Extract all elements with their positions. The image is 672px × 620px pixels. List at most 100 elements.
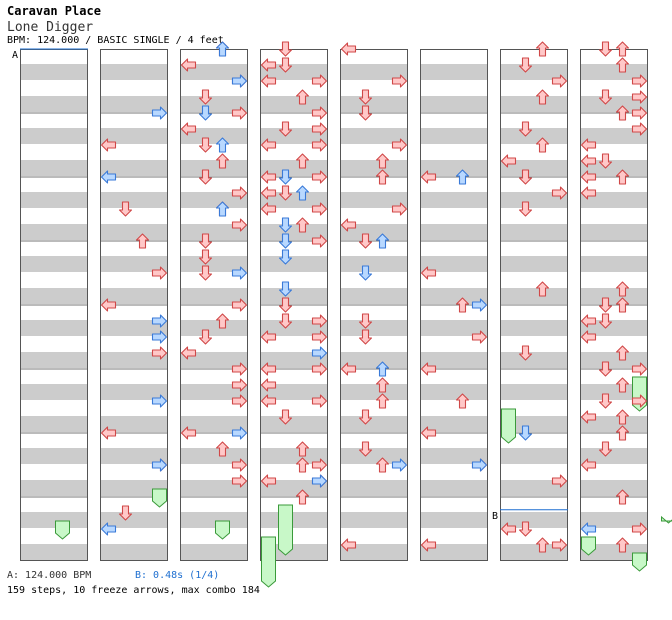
column-border bbox=[180, 49, 248, 561]
step-arrow-quarter bbox=[231, 426, 248, 440]
step-arrow bbox=[215, 441, 230, 457]
beat-stripe bbox=[420, 416, 488, 432]
column-border bbox=[580, 49, 648, 561]
step-arrow-quarter bbox=[278, 233, 293, 249]
beat-stripe bbox=[100, 128, 168, 144]
beat-stripe bbox=[180, 224, 248, 240]
beat-stripe bbox=[100, 544, 168, 560]
beat-stripe bbox=[260, 192, 328, 208]
beat-stripe bbox=[500, 128, 568, 144]
step-arrow bbox=[615, 169, 630, 185]
beat-stripe bbox=[180, 352, 248, 368]
step-arrow bbox=[311, 458, 328, 472]
step-arrow bbox=[260, 186, 277, 200]
step-arrow bbox=[198, 249, 213, 265]
beat-stripe bbox=[100, 480, 168, 496]
step-arrow bbox=[295, 441, 310, 457]
step-arrow bbox=[598, 361, 613, 377]
step-arrow bbox=[518, 169, 533, 185]
step-arrow bbox=[311, 106, 328, 120]
song-artist: Caravan Place bbox=[7, 4, 101, 18]
step-arrow bbox=[598, 393, 613, 409]
step-arrow bbox=[615, 409, 630, 425]
beat-stripe bbox=[500, 480, 568, 496]
step-arrow bbox=[215, 313, 230, 329]
beat-stripe bbox=[260, 224, 328, 240]
step-arrow bbox=[260, 474, 277, 488]
step-arrow-quarter bbox=[198, 105, 213, 121]
beat-stripe bbox=[100, 64, 168, 80]
step-arrow bbox=[535, 137, 550, 153]
beat-stripe bbox=[500, 320, 568, 336]
step-arrow bbox=[420, 538, 437, 552]
step-arrow bbox=[455, 393, 470, 409]
step-arrow bbox=[295, 489, 310, 505]
beat-stripe bbox=[340, 224, 408, 240]
step-arrow-quarter bbox=[311, 346, 328, 360]
step-arrow bbox=[311, 234, 328, 248]
beat-stripe bbox=[260, 64, 328, 80]
beat-stripe bbox=[100, 416, 168, 432]
beat-stripe bbox=[500, 288, 568, 304]
column-border bbox=[500, 49, 568, 561]
step-arrow bbox=[580, 330, 597, 344]
beat-stripe bbox=[340, 64, 408, 80]
step-arrow bbox=[391, 202, 408, 216]
step-arrow bbox=[231, 378, 248, 392]
step-arrow bbox=[278, 409, 293, 425]
chart-stats: 159 steps, 10 freeze arrows, max combo 1… bbox=[7, 585, 260, 596]
step-arrow bbox=[260, 330, 277, 344]
beat-stripe bbox=[260, 256, 328, 272]
step-arrow bbox=[375, 377, 390, 393]
step-arrow-quarter bbox=[151, 314, 168, 328]
beat-stripe bbox=[100, 96, 168, 112]
step-arrow-quarter bbox=[231, 74, 248, 88]
tempo-a-label: A: 124.000 BPM bbox=[7, 570, 92, 581]
beat-stripe bbox=[420, 352, 488, 368]
beat-stripe bbox=[180, 288, 248, 304]
step-arrow bbox=[615, 105, 630, 121]
beat-stripe bbox=[180, 128, 248, 144]
beat-stripe bbox=[260, 416, 328, 432]
step-arrow-quarter bbox=[151, 458, 168, 472]
beat-stripe bbox=[20, 256, 88, 272]
step-arrow bbox=[580, 170, 597, 184]
step-arrow bbox=[358, 105, 373, 121]
step-arrow bbox=[580, 314, 597, 328]
step-arrow bbox=[278, 185, 293, 201]
step-arrow bbox=[358, 441, 373, 457]
step-arrow bbox=[100, 298, 117, 312]
step-arrow bbox=[198, 329, 213, 345]
step-arrow bbox=[615, 281, 630, 297]
freeze-arrow bbox=[632, 376, 647, 412]
step-arrow bbox=[231, 458, 248, 472]
step-arrow bbox=[615, 57, 630, 73]
beat-stripe bbox=[420, 192, 488, 208]
beat-stripe bbox=[340, 448, 408, 464]
beat-stripe bbox=[340, 320, 408, 336]
beat-stripe bbox=[340, 352, 408, 368]
step-arrow bbox=[358, 233, 373, 249]
step-arrow bbox=[551, 474, 568, 488]
beat-stripe bbox=[100, 192, 168, 208]
step-arrow bbox=[215, 153, 230, 169]
beat-stripe bbox=[500, 384, 568, 400]
beat-stripe bbox=[580, 352, 648, 368]
beat-stripe bbox=[580, 64, 648, 80]
step-arrow bbox=[615, 425, 630, 441]
freeze-arrow bbox=[261, 536, 276, 588]
tempo-marker-label: B bbox=[492, 511, 498, 522]
step-arrow bbox=[340, 362, 357, 376]
tempo-b-label: B: 0.48s (1/4) bbox=[135, 570, 220, 581]
step-arrow bbox=[518, 57, 533, 73]
step-arrow bbox=[615, 41, 630, 57]
step-arrow-quarter bbox=[215, 137, 230, 153]
step-arrow-quarter bbox=[580, 522, 597, 536]
step-arrow bbox=[455, 297, 470, 313]
step-arrow bbox=[311, 394, 328, 408]
beat-stripe bbox=[420, 448, 488, 464]
beat-stripe bbox=[180, 192, 248, 208]
column-border bbox=[100, 49, 168, 561]
step-arrow bbox=[260, 362, 277, 376]
freeze-arrow bbox=[581, 536, 596, 556]
